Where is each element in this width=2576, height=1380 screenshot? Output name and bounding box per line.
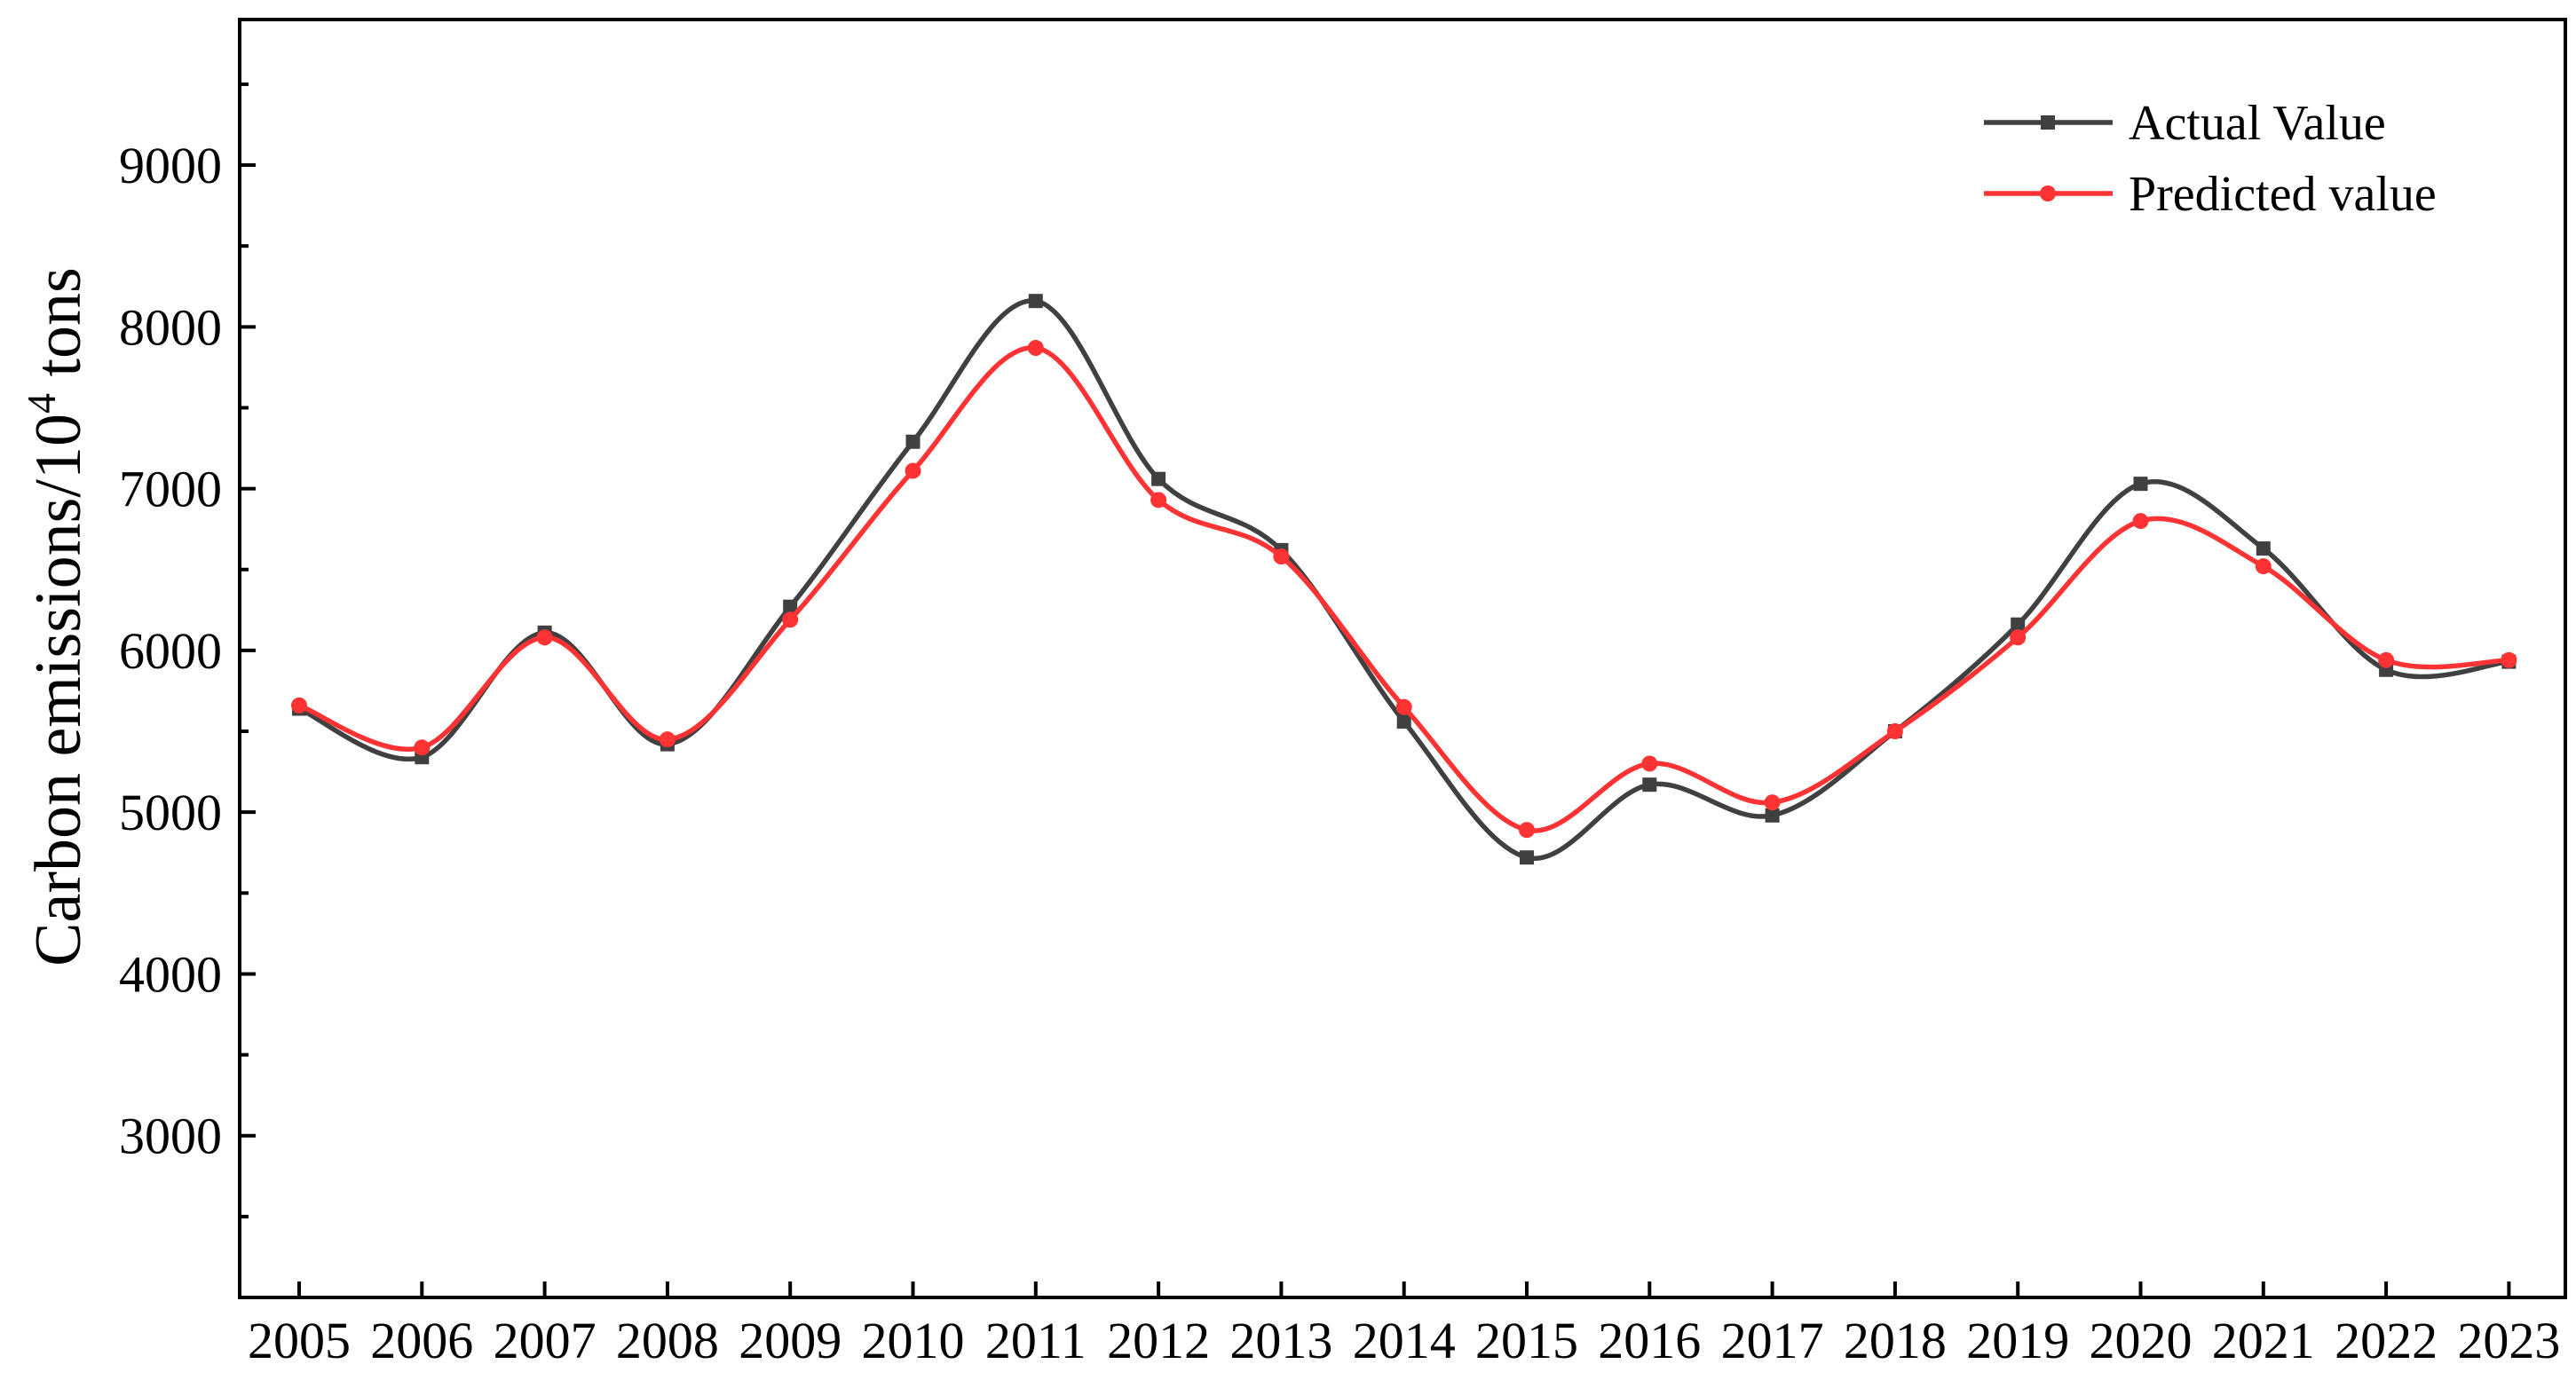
data-point-actual-value (905, 434, 921, 449)
data-point-predicted-value (2501, 651, 2517, 668)
x-tick-label: 2022 (2335, 1312, 2438, 1369)
x-tick-label: 2015 (1475, 1312, 1578, 1369)
data-point-actual-value (783, 599, 798, 614)
plot-area (291, 294, 2517, 865)
data-point-actual-value (1765, 808, 1780, 823)
legend: Actual Value Predicted value (1984, 96, 2437, 222)
data-point-actual-value (1520, 850, 1534, 865)
data-point-predicted-value (659, 731, 676, 748)
x-tick-label: 2009 (739, 1312, 842, 1369)
data-point-actual-value (1396, 714, 1411, 729)
x-tick-label: 2020 (2090, 1312, 2193, 1369)
x-tick-label: 2008 (616, 1312, 719, 1369)
y-axis-title: Carbon emissions/104 tons (19, 267, 95, 966)
x-tick-label: 2007 (494, 1312, 597, 1369)
legend-label-predicted-value: Predicted value (2129, 167, 2437, 222)
y-tick-label: 9000 (119, 137, 222, 194)
x-tick-label: 2013 (1229, 1312, 1332, 1369)
y-tick-label: 6000 (119, 622, 222, 680)
x-tick-label: 2021 (2212, 1312, 2315, 1369)
data-point-predicted-value (1519, 822, 1535, 839)
x-tick-label: 2005 (248, 1312, 351, 1369)
data-point-predicted-value (1027, 340, 1044, 357)
data-point-predicted-value (905, 462, 921, 479)
legend-marker-predicted-value (2040, 185, 2056, 201)
x-tick-label: 2023 (2457, 1312, 2560, 1369)
series-line-predicted-value (298, 345, 2509, 833)
data-point-predicted-value (1395, 698, 1412, 715)
data-point-actual-value (1642, 777, 1657, 793)
data-point-actual-value (2256, 541, 2271, 556)
x-tick-label: 2011 (985, 1312, 1087, 1369)
x-tick-label: 2014 (1353, 1312, 1456, 1369)
x-tick-label: 2019 (1966, 1312, 2069, 1369)
data-point-predicted-value (291, 697, 307, 714)
y-tick-label: 4000 (119, 945, 222, 1003)
data-point-actual-value (2133, 477, 2148, 492)
data-point-predicted-value (1273, 548, 1290, 565)
x-tick-label: 2012 (1107, 1312, 1210, 1369)
data-point-predicted-value (2255, 558, 2272, 575)
x-tick-label: 2006 (370, 1312, 473, 1369)
x-tick-label: 2017 (1721, 1312, 1824, 1369)
legend-label-actual-value: Actual Value (2129, 96, 2386, 151)
data-point-predicted-value (1150, 492, 1167, 509)
y-tick-label: 3000 (119, 1108, 222, 1165)
data-point-predicted-value (1886, 723, 1903, 740)
data-point-predicted-value (1641, 755, 1658, 772)
data-point-predicted-value (1764, 794, 1781, 811)
data-point-predicted-value (2010, 629, 2027, 646)
y-tick-label: 5000 (119, 784, 222, 841)
data-point-actual-value (2011, 617, 2026, 632)
x-tick-label: 2018 (1844, 1312, 1947, 1369)
data-point-predicted-value (536, 629, 553, 646)
y-axis-title-superscript: 4 (19, 393, 64, 414)
legend-marker-actual-value (2041, 115, 2055, 130)
y-axis-title-tail: tons (22, 267, 95, 393)
x-tick-label: 2016 (1598, 1312, 1701, 1369)
axes: 3000 4000 5000 6000 7000 8000 9000 2005 2006 2007… (119, 18, 2567, 1369)
y-tick-label: 8000 (119, 298, 222, 356)
data-point-predicted-value (2132, 513, 2149, 530)
data-point-actual-value (1151, 471, 1166, 486)
data-point-predicted-value (414, 739, 431, 756)
data-point-predicted-value (782, 611, 799, 628)
data-point-actual-value (1028, 294, 1043, 309)
y-axis-title-main: Carbon emissions/10 (22, 414, 95, 966)
series-line-actual-value (297, 298, 2509, 862)
data-point-predicted-value (2378, 651, 2395, 668)
y-tick-label: 7000 (119, 461, 222, 518)
x-tick-label: 2010 (862, 1312, 965, 1369)
